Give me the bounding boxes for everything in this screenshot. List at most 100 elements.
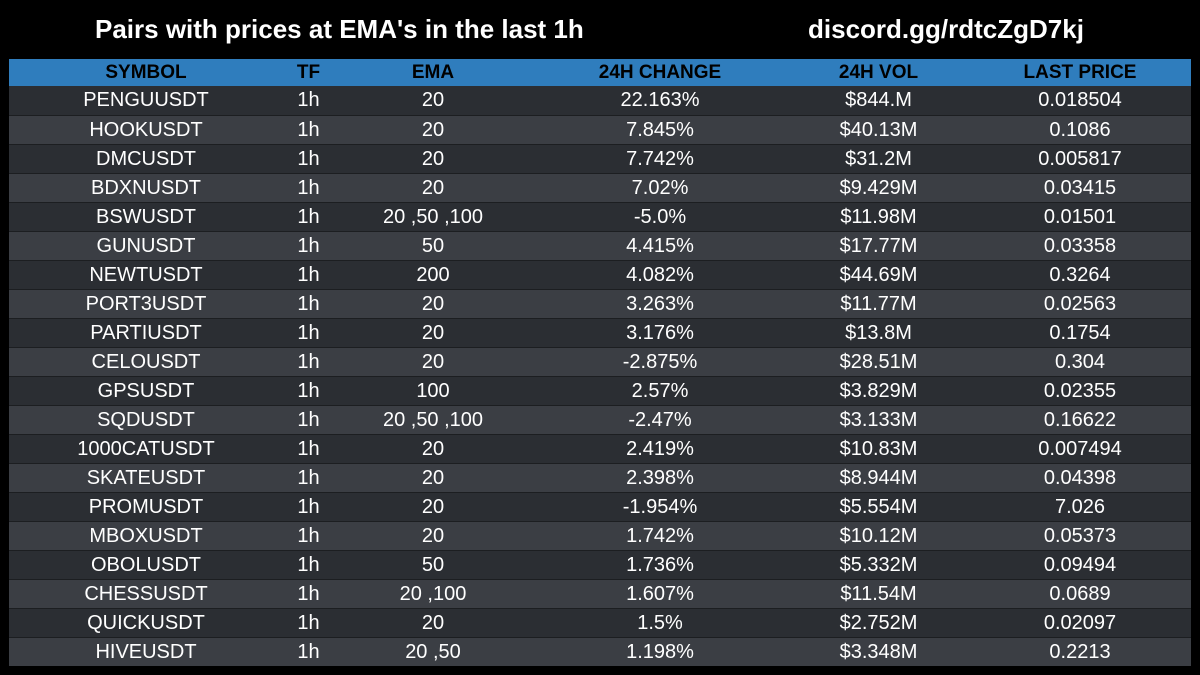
- cell-tf: 1h: [283, 114, 334, 144]
- cell-symbol: OBOLUSDT: [9, 549, 283, 579]
- cell-tf: 1h: [283, 462, 334, 492]
- cell-24h-vol: $40.13M: [788, 114, 969, 144]
- cell-24h-vol: $844.M: [845, 89, 912, 112]
- cell-tf: 1h: [283, 317, 334, 347]
- page-title: Pairs with prices at EMA's in the last 1…: [95, 14, 584, 44]
- cell-tf: 1h: [283, 433, 334, 463]
- cell-24h-change: -5.0%: [532, 201, 788, 231]
- cell-24h-vol: $13.8M: [788, 317, 969, 347]
- cell-last-price: 0.0689: [969, 578, 1191, 608]
- cell-ema: 20: [334, 317, 532, 347]
- cell-symbol: PARTIUSDT: [9, 317, 283, 347]
- cell-last-price: 0.03415: [969, 172, 1191, 202]
- cell-symbol: PORT3USDT: [9, 288, 283, 318]
- cell-24h-change: 2.398%: [532, 462, 788, 492]
- column-header-symbol: SYMBOL: [105, 62, 187, 83]
- cell-symbol: BSWUSDT: [9, 201, 283, 231]
- cell-last-price: 0.04398: [969, 462, 1191, 492]
- cell-tf: 1h: [283, 259, 334, 289]
- cell-ema: 20: [334, 462, 532, 492]
- cell-24h-change: 1.5%: [532, 607, 788, 637]
- cell-symbol: NEWTUSDT: [9, 259, 283, 289]
- cell-ema: 50: [334, 549, 532, 579]
- cell-ema: 20 ,50: [334, 636, 532, 666]
- cell-24h-change: 4.082%: [532, 259, 788, 289]
- table-row: GPSUSDT 1h 100 2.57% $3.829M 0.02355: [9, 375, 1191, 405]
- cell-24h-change: 22.163%: [620, 89, 700, 112]
- cell-symbol: SKATEUSDT: [9, 462, 283, 492]
- cell-last-price: 0.007494: [969, 433, 1191, 463]
- cell-tf: 1h: [283, 346, 334, 376]
- cell-ema: 20: [334, 491, 532, 521]
- cell-ema: 20: [334, 288, 532, 318]
- cell-ema: 20: [334, 607, 532, 637]
- cell-last-price: 0.005817: [969, 143, 1191, 173]
- header-bar: Pairs with prices at EMA's in the last 1…: [0, 0, 1200, 58]
- cell-last-price: 0.018504: [1038, 89, 1122, 112]
- cell-24h-change: 4.415%: [532, 230, 788, 260]
- table-row: CELOUSDT 1h 20 -2.875% $28.51M 0.304: [9, 346, 1191, 376]
- cell-last-price: 0.1086: [969, 114, 1191, 144]
- table-body: PENGUUSDT 1h 20 22.163% $844.M 0.018504 HOOKUS…: [9, 86, 1191, 666]
- table-row: PENGUUSDT 1h 20 22.163% $844.M 0.018504: [9, 86, 1191, 115]
- discord-link[interactable]: discord.gg/rdtcZgD7kj: [808, 14, 1084, 44]
- cell-symbol: SQDUSDT: [9, 404, 283, 434]
- table-row: CHESSUSDT 1h 20 ,100 1.607% $11.54M 0.0689: [9, 578, 1191, 608]
- cell-24h-vol: $3.133M: [788, 404, 969, 434]
- column-header-ema: EMA: [411, 62, 455, 83]
- ema-pairs-table: SYMBOL TF EMA 24H CHANGE 24H VOL LAST PRICE P…: [9, 59, 1191, 666]
- cell-24h-vol: $11.54M: [788, 578, 969, 608]
- column-header-tf: TF: [296, 62, 321, 83]
- cell-symbol: PENGUUSDT: [83, 89, 209, 112]
- cell-last-price: 0.16622: [969, 404, 1191, 434]
- table-row: OBOLUSDT 1h 50 1.736% $5.332M 0.09494: [9, 549, 1191, 579]
- cell-24h-vol: $8.944M: [788, 462, 969, 492]
- cell-24h-change: -1.954%: [532, 491, 788, 521]
- cell-24h-vol: $28.51M: [788, 346, 969, 376]
- cell-ema: 20: [334, 520, 532, 550]
- cell-24h-vol: $3.348M: [788, 636, 969, 666]
- cell-last-price: 0.02097: [969, 607, 1191, 637]
- cell-24h-change: 1.742%: [532, 520, 788, 550]
- cell-last-price: 0.02355: [969, 375, 1191, 405]
- table-row: QUICKUSDT 1h 20 1.5% $2.752M 0.02097: [9, 607, 1191, 637]
- cell-tf: 1h: [283, 578, 334, 608]
- cell-24h-change: 1.607%: [532, 578, 788, 608]
- cell-tf: 1h: [283, 288, 334, 318]
- cell-tf: 1h: [283, 404, 334, 434]
- cell-last-price: 0.304: [969, 346, 1191, 376]
- cell-24h-vol: $10.83M: [788, 433, 969, 463]
- cell-ema: 20: [334, 172, 532, 202]
- table-row: MBOXUSDT 1h 20 1.742% $10.12M 0.05373: [9, 520, 1191, 550]
- cell-last-price: 0.05373: [969, 520, 1191, 550]
- cell-last-price: 0.2213: [969, 636, 1191, 666]
- cell-tf: 1h: [283, 607, 334, 637]
- table-row: PROMUSDT 1h 20 -1.954% $5.554M 7.026: [9, 491, 1191, 521]
- table-row: HIVEUSDT 1h 20 ,50 1.198% $3.348M 0.2213: [9, 636, 1191, 666]
- cell-24h-vol: $31.2M: [788, 143, 969, 173]
- ema-pairs-table-container: SYMBOL TF EMA 24H CHANGE 24H VOL LAST PRICE P…: [9, 59, 1191, 666]
- table-row: SQDUSDT 1h 20 ,50 ,100 -2.47% $3.133M 0.16622: [9, 404, 1191, 434]
- cell-ema: 20: [334, 143, 532, 173]
- cell-24h-vol: $11.98M: [788, 201, 969, 231]
- cell-last-price: 0.02563: [969, 288, 1191, 318]
- cell-24h-vol: $5.554M: [788, 491, 969, 521]
- cell-last-price: 0.03358: [969, 230, 1191, 260]
- table-row: PARTIUSDT 1h 20 3.176% $13.8M 0.1754: [9, 317, 1191, 347]
- cell-24h-vol: $3.829M: [788, 375, 969, 405]
- column-header-24h-change: 24H CHANGE: [598, 62, 722, 83]
- cell-last-price: 0.09494: [969, 549, 1191, 579]
- table-row: 1000CATUSDT 1h 20 2.419% $10.83M 0.007494: [9, 433, 1191, 463]
- cell-24h-vol: $10.12M: [788, 520, 969, 550]
- cell-symbol: PROMUSDT: [9, 491, 283, 521]
- column-header-last-price: LAST PRICE: [1023, 62, 1137, 83]
- cell-24h-change: -2.875%: [532, 346, 788, 376]
- cell-24h-change: 3.176%: [532, 317, 788, 347]
- cell-symbol: HIVEUSDT: [9, 636, 283, 666]
- cell-24h-change: 7.02%: [532, 172, 788, 202]
- cell-24h-vol: $9.429M: [788, 172, 969, 202]
- cell-symbol: GPSUSDT: [9, 375, 283, 405]
- table-row: HOOKUSDT 1h 20 7.845% $40.13M 0.1086: [9, 114, 1191, 144]
- table-header-row: SYMBOL TF EMA 24H CHANGE 24H VOL LAST PRICE: [9, 59, 1191, 86]
- cell-ema: 20 ,50 ,100: [334, 201, 532, 231]
